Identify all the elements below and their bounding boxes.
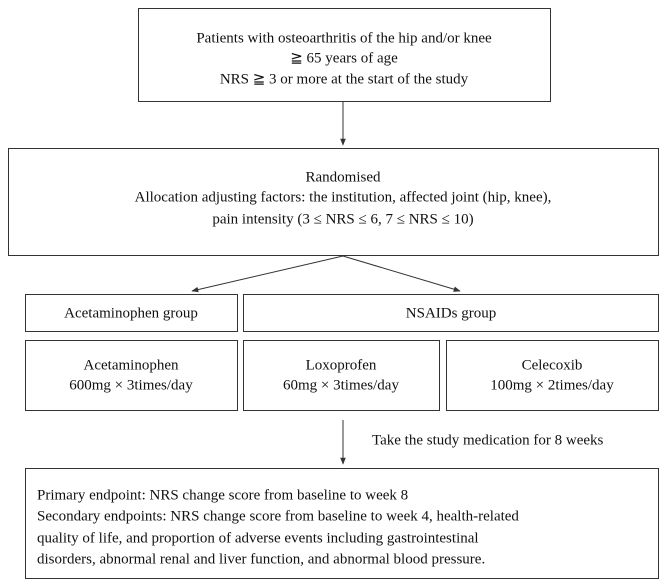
arrow — [191, 255, 344, 293]
treatment-box — [243, 340, 440, 411]
endpoints-text: Secondary endpoints: NRS change score fr… — [37, 508, 519, 524]
eligibility-text: NRS ≧ 3 or more at the start of the stud… — [220, 71, 469, 87]
drug-name: Celecoxib — [522, 357, 583, 373]
drug-dose: 100mg × 2times/day — [490, 377, 614, 393]
randomisation-text: pain intensity (3 ≤ NRS ≤ 6, 7 ≤ NRS ≤ 1… — [212, 211, 473, 227]
randomisation-text: Randomised — [306, 169, 381, 185]
drug-name: Loxoprofen — [306, 357, 377, 373]
randomisation-box — [8, 148, 659, 256]
duration-text: Take the study medication for 8 weeks — [372, 432, 604, 448]
eligibility-text: Patients with osteoarthritis of the hip … — [196, 30, 492, 46]
group-box — [25, 294, 238, 332]
endpoints-text: disorders, abnormal renal and liver func… — [37, 551, 485, 567]
drug-dose: 600mg × 3times/day — [69, 377, 193, 393]
group-label: NSAIDs group — [406, 305, 496, 321]
treatment-box — [446, 340, 659, 411]
group-label: Acetaminophen group — [64, 305, 198, 321]
treatment-box — [25, 340, 238, 411]
group-box — [243, 294, 659, 332]
endpoints-box — [25, 468, 659, 579]
drug-dose: 60mg × 3times/day — [283, 377, 399, 393]
endpoints-text: Primary endpoint: NRS change score from … — [37, 487, 408, 503]
randomisation-text: Allocation adjusting factors: the instit… — [135, 189, 552, 205]
endpoints-text: quality of life, and proportion of adver… — [37, 530, 479, 546]
eligibility-box — [138, 8, 551, 102]
arrow — [342, 255, 461, 292]
drug-name: Acetaminophen — [84, 357, 179, 373]
eligibility-text: ≧ 65 years of age — [290, 50, 398, 66]
